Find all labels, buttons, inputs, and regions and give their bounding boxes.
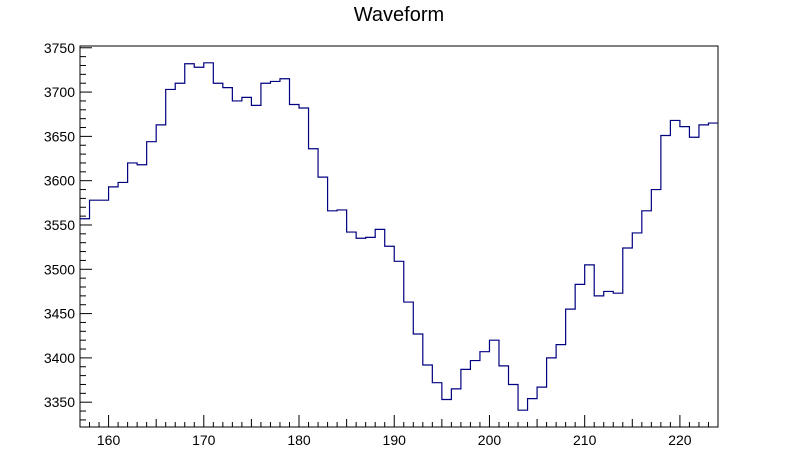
x-tick-label: 210 xyxy=(573,432,597,448)
x-tick-label: 170 xyxy=(192,432,216,448)
x-tick-label: 160 xyxy=(97,432,121,448)
y-tick-label: 3450 xyxy=(44,306,75,322)
y-tick-label: 3600 xyxy=(44,173,75,189)
y-tick-label: 3400 xyxy=(44,350,75,366)
y-tick-label: 3700 xyxy=(44,84,75,100)
y-tick-label: 3500 xyxy=(44,261,75,277)
x-tick-label: 200 xyxy=(478,432,502,448)
y-tick-label: 3650 xyxy=(44,128,75,144)
x-tick-label: 180 xyxy=(287,432,311,448)
y-tick-label: 3550 xyxy=(44,217,75,233)
chart-title: Waveform xyxy=(353,4,445,26)
x-tick-label: 220 xyxy=(668,432,692,448)
y-tick-label: 3750 xyxy=(44,40,75,56)
waveform-series-line xyxy=(80,62,718,411)
x-tick-label: 190 xyxy=(383,432,407,448)
y-tick-label: 3350 xyxy=(44,394,75,410)
plot-frame xyxy=(79,45,719,428)
